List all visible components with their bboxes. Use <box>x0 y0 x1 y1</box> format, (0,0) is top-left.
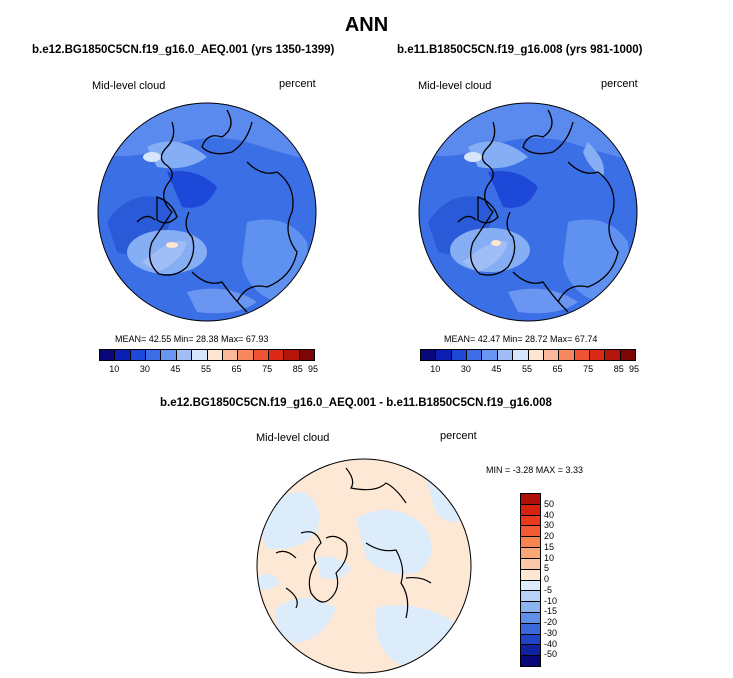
panel2-units-label: percent <box>601 78 638 90</box>
diff-colorbar-swatch <box>521 569 540 581</box>
panel2-colorbar-swatch <box>497 350 514 360</box>
diff-colorbar-tick-label: 5 <box>544 563 550 574</box>
panel2-colorbar-tick-label: 65 <box>552 364 563 374</box>
panel1-stats: MEAN= 42.55 Min= 28.38 Max= 67.93 <box>115 334 269 344</box>
panel2-colorbar-tick-label: 10 <box>430 364 441 374</box>
panel1-colorbar-swatch <box>268 350 285 360</box>
panel1-colorbar-swatch <box>100 350 116 360</box>
panel1-colorbar-swatch <box>222 350 239 360</box>
panel2-colorbar <box>420 349 636 361</box>
diff-title: b.e12.BG1850C5CN.f19_g16.0_AEQ.001 - b.e… <box>160 397 552 409</box>
panel1-colorbar-tick-label: 45 <box>170 364 181 374</box>
panel1-variable-label: Mid-level cloud <box>92 80 166 92</box>
panel2-colorbar-swatch <box>574 350 590 360</box>
diff-units-label: percent <box>440 430 477 442</box>
diff-colorbar-swatch <box>521 558 540 570</box>
diff-colorbar-tick-label: -5 <box>544 584 553 595</box>
panel1-colorbar-tick-label: 95 <box>307 364 319 374</box>
panel2-colorbar-swatch <box>543 350 560 360</box>
diff-colorbar-swatch <box>521 656 540 666</box>
panel1-case-title: b.e12.BG1850C5CN.f19_g16.0_AEQ.001 (yrs … <box>32 44 335 56</box>
panel2-colorbar-tick-label: 75 <box>583 364 594 374</box>
diff-colorbar-swatch <box>521 504 540 516</box>
panel1-colorbar-tick-label: 65 <box>231 364 242 374</box>
panel2-colorbar-swatch <box>589 350 606 360</box>
panel2-case-title: b.e11.B1850C5CN.f19_g16.008 (yrs 981-100… <box>397 44 643 56</box>
panel1-colorbar-tick-label: 55 <box>200 364 212 374</box>
panel2-colorbar-swatch <box>436 350 452 360</box>
panel2-colorbar-tick-label: 55 <box>521 364 533 374</box>
diff-colorbar-swatch <box>521 494 540 505</box>
diff-colorbar-tick-label: -15 <box>544 606 558 617</box>
panel1-colorbar-tick-label: 85 <box>292 364 303 374</box>
diff-colorbar-tick-label: -40 <box>544 638 558 649</box>
panel2-colorbar-swatch <box>482 350 498 360</box>
panel2-colorbar-swatch <box>421 350 437 360</box>
diff-colorbar-swatch <box>521 645 540 657</box>
diff-colorbar-tick-label: -50 <box>544 649 558 660</box>
diff-colorbar-tick-label: 30 <box>544 520 555 531</box>
panel1-colorbar-swatch <box>299 350 315 360</box>
diff-colorbar-tick-label: -10 <box>544 595 558 606</box>
diff-stats: MIN = -3.28 MAX = 3.33 <box>486 465 584 475</box>
panel1-colorbar-tick-label: 10 <box>109 364 120 374</box>
panel1-colorbar-swatch <box>284 350 300 360</box>
panel1-colorbar-labels: 10 30 45 55 65 75 85 95 <box>99 364 318 376</box>
panel2-colorbar-swatch <box>513 350 529 360</box>
figure-title: ANN <box>344 14 389 36</box>
diff-colorbar-swatch <box>521 634 540 646</box>
panel2-colorbar-swatch <box>605 350 621 360</box>
panel2-colorbar-tick-label: 95 <box>628 364 640 374</box>
diff-colorbar-swatch <box>521 602 540 613</box>
panel2-stats: MEAN= 42.47 Min= 28.72 Max= 67.74 <box>444 334 598 344</box>
diff-colorbar-tick-label: 0 <box>544 574 550 584</box>
diff-colorbar-tick-label: 40 <box>544 509 555 520</box>
panel1-colorbar-swatch <box>176 350 193 360</box>
panel2-colorbar-swatch <box>528 350 544 360</box>
panel1-colorbar-swatch <box>238 350 254 360</box>
panel1-colorbar-swatch <box>253 350 269 360</box>
panel1-colorbar-swatch <box>146 350 162 360</box>
diff-colorbar-swatch <box>521 515 540 527</box>
diff-colorbar-labels: 50 40 30 20 15 10 5 0 -5 -10 -15 -20 -30 -40 -50 <box>544 493 574 665</box>
diff-colorbar-swatch <box>521 612 540 624</box>
diff-colorbar-tick-label: 50 <box>544 498 555 509</box>
diff-colorbar-swatch <box>521 580 540 592</box>
diff-colorbar-swatch <box>521 548 540 559</box>
panel2-colorbar-tick-label: 30 <box>460 364 471 374</box>
diff-polar-map <box>256 458 472 674</box>
panel1-colorbar <box>99 349 315 361</box>
diff-colorbar-tick-label: -30 <box>544 627 558 638</box>
diff-colorbar-swatch <box>521 526 540 538</box>
panel1-colorbar-swatch <box>130 350 147 360</box>
panel2-colorbar-swatch <box>451 350 468 360</box>
panel1-colorbar-swatch <box>192 350 208 360</box>
diff-colorbar-swatch <box>521 591 540 603</box>
diff-colorbar-tick-label: 10 <box>544 552 555 563</box>
panel1-colorbar-swatch <box>207 350 223 360</box>
panel2-polar-map <box>418 102 638 322</box>
panel1-colorbar-swatch <box>161 350 177 360</box>
panel1-units-label: percent <box>279 78 316 90</box>
panel2-colorbar-swatch <box>620 350 636 360</box>
panel2-colorbar-swatch <box>559 350 575 360</box>
panel1-colorbar-tick-label: 30 <box>139 364 150 374</box>
panel1-polar-map <box>97 102 317 322</box>
diff-colorbar <box>520 493 541 667</box>
panel2-colorbar-tick-label: 85 <box>613 364 624 374</box>
diff-variable-label: Mid-level cloud <box>256 432 330 444</box>
panel1-colorbar-swatch <box>115 350 131 360</box>
diff-colorbar-swatch <box>521 623 540 635</box>
panel2-colorbar-tick-label: 45 <box>491 364 502 374</box>
diff-colorbar-tick-label: 15 <box>544 541 555 552</box>
panel2-colorbar-swatch <box>467 350 483 360</box>
diff-colorbar-tick-label: 20 <box>544 531 555 541</box>
diff-colorbar-tick-label: -20 <box>544 617 558 627</box>
diff-colorbar-swatch <box>521 537 540 549</box>
panel2-variable-label: Mid-level cloud <box>418 80 492 92</box>
panel1-colorbar-tick-label: 75 <box>262 364 273 374</box>
panel2-colorbar-labels: 10 30 45 55 65 75 85 95 <box>420 364 639 376</box>
